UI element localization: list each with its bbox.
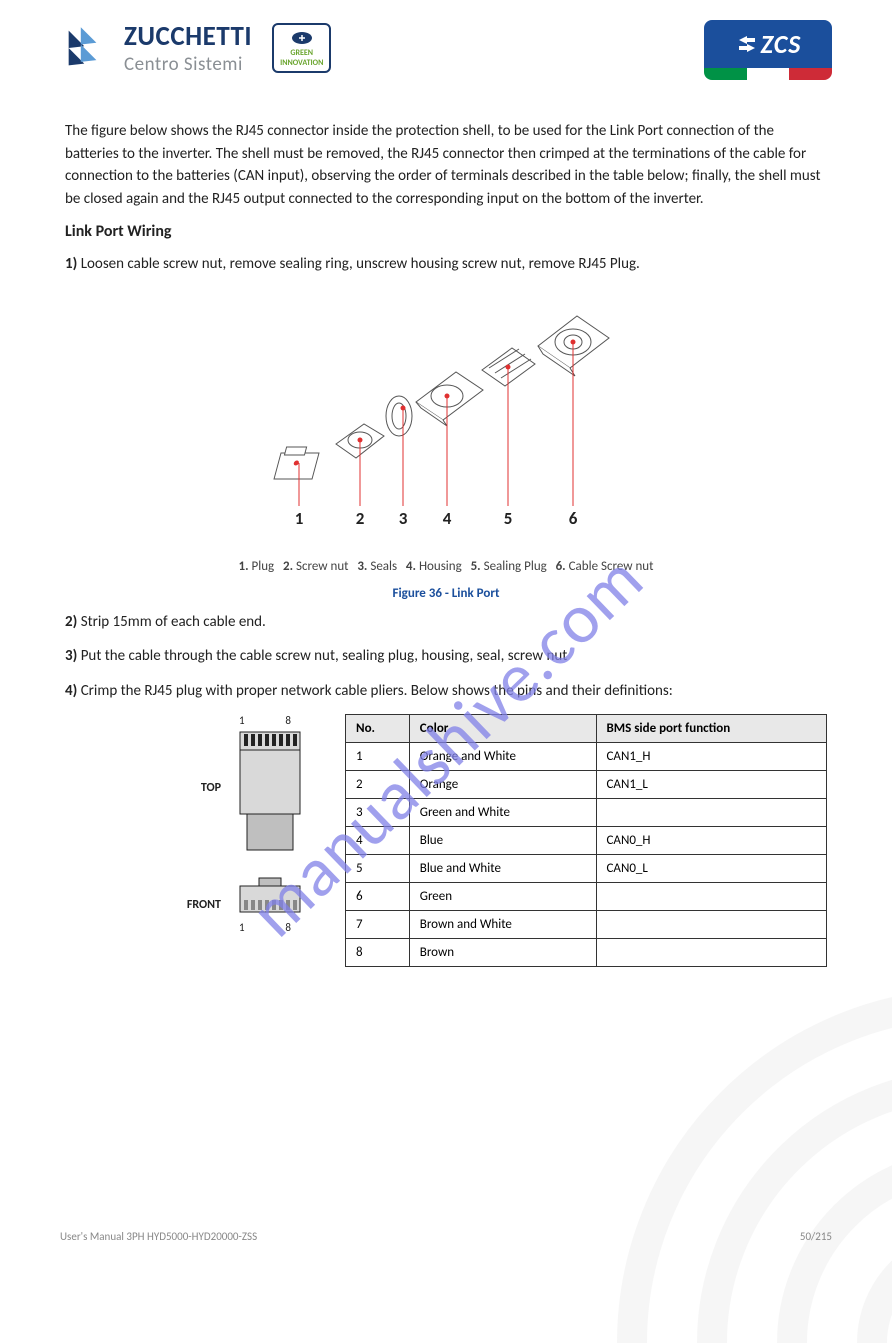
logo-left: ZUCCHETTI Centro Sistemi GREEN INNOVATIO… [60, 20, 331, 76]
zucchetti-mark-icon [60, 22, 112, 74]
figure-label: Figure 36 - Link Port [60, 586, 832, 601]
step-1-text: Loosen cable screw nut, remove sealing r… [81, 255, 640, 273]
svg-text:1: 1 [295, 508, 304, 529]
table-cell: CAN0_H [596, 827, 827, 855]
zcs-arrows-icon [735, 32, 759, 56]
page-header: ZUCCHETTI Centro Sistemi GREEN INNOVATIO… [60, 20, 832, 80]
company-name: ZUCCHETTI [124, 20, 252, 53]
step-3-text: Put the cable through the cable screw nu… [81, 647, 568, 665]
company-subtitle: Centro Sistemi [124, 53, 252, 76]
figure-caption: 1. Plug 2. Screw nut 3. Seals 4. Housing… [60, 559, 832, 574]
table-cell: 8 [346, 939, 410, 967]
table-cell: 4 [346, 827, 410, 855]
step-2: 2) Strip 15mm of each cable end. [65, 611, 827, 634]
badge-line1: GREEN [290, 49, 313, 57]
table-cell [596, 911, 827, 939]
footer-left: User's Manual 3PH HYD5000-HYD20000-ZSS [60, 1230, 257, 1243]
flag-green [704, 68, 747, 80]
table-row: 2OrangeCAN1_L [346, 771, 827, 799]
figure-36: 1 2 3 4 5 6 1. Plug 2. Screw nut 3. Seal… [60, 288, 832, 601]
table-cell: Blue and White [409, 855, 596, 883]
badge-line2: INNOVATION [280, 59, 323, 67]
svg-text:2: 2 [356, 508, 365, 529]
table-cell: 3 [346, 799, 410, 827]
green-innovation-badge: GREEN INNOVATION [272, 23, 331, 73]
intro-paragraph: The figure below shows the RJ45 connecto… [65, 120, 827, 210]
step-2-num: 2) [65, 613, 77, 631]
rj45-front-icon [235, 876, 305, 916]
pin-first-top: 1 [239, 714, 245, 727]
connector-exploded-diagram: 1 2 3 4 5 6 [261, 288, 631, 548]
table-cell: Orange and White [409, 743, 596, 771]
table-cell: Blue [409, 827, 596, 855]
table-row: 6Green [346, 883, 827, 911]
table-cell: Green and White [409, 799, 596, 827]
background-arcs-icon [572, 943, 892, 1343]
step-4-text: Crimp the RJ45 plug with proper network … [81, 682, 673, 700]
step-3-num: 3) [65, 647, 77, 665]
section-title: Link Port Wiring [65, 222, 827, 241]
rj45-drawings: TOP 1 8 [65, 714, 305, 934]
zcs-text: ZCS [761, 28, 802, 60]
cloud-icon [290, 29, 314, 47]
svg-text:4: 4 [443, 508, 452, 529]
step-3: 3) Put the cable through the cable screw… [65, 645, 827, 668]
table-cell: Green [409, 883, 596, 911]
zcs-badge: ZCS [704, 20, 832, 80]
flag-red [789, 68, 832, 80]
table-cell [596, 883, 827, 911]
table-row: 7Brown and White [346, 911, 827, 939]
table-cell: 5 [346, 855, 410, 883]
pin-last-front: 8 [285, 921, 291, 934]
svg-text:5: 5 [504, 508, 513, 529]
table-row: 4BlueCAN0_H [346, 827, 827, 855]
svg-text:3: 3 [399, 508, 408, 529]
table-cell: 7 [346, 911, 410, 939]
pin-table: No. Color BMS side port function 1Orange… [345, 714, 827, 967]
pin-last-top: 8 [285, 714, 291, 727]
pin-section: TOP 1 8 [65, 714, 827, 967]
table-cell: Brown [409, 939, 596, 967]
rj45-front-label: FRONT [187, 898, 221, 912]
col-func: BMS side port function [596, 715, 827, 743]
table-cell: Orange [409, 771, 596, 799]
step-1-num: 1) [65, 255, 77, 273]
table-row: 1Orange and WhiteCAN1_H [346, 743, 827, 771]
step-4-num: 4) [65, 682, 77, 700]
table-row: 5Blue and WhiteCAN0_L [346, 855, 827, 883]
flag-white [747, 68, 790, 80]
col-color: Color [409, 715, 596, 743]
table-cell: CAN1_H [596, 743, 827, 771]
table-row: 3Green and White [346, 799, 827, 827]
table-header-row: No. Color BMS side port function [346, 715, 827, 743]
pin-first-front: 1 [239, 921, 245, 934]
table-cell: 6 [346, 883, 410, 911]
table-cell [596, 799, 827, 827]
table-cell: Brown and White [409, 911, 596, 939]
table-cell: 2 [346, 771, 410, 799]
step-4: 4) Crimp the RJ45 plug with proper netwo… [65, 680, 827, 703]
col-no: No. [346, 715, 410, 743]
step-1: 1) Loosen cable screw nut, remove sealin… [65, 253, 827, 276]
table-cell: CAN0_L [596, 855, 827, 883]
rj45-top-icon [235, 727, 305, 857]
rj45-top-label: TOP [201, 781, 221, 795]
svg-text:6: 6 [569, 508, 578, 529]
table-cell: CAN1_L [596, 771, 827, 799]
step-2-text: Strip 15mm of each cable end. [81, 613, 266, 631]
table-cell: 1 [346, 743, 410, 771]
